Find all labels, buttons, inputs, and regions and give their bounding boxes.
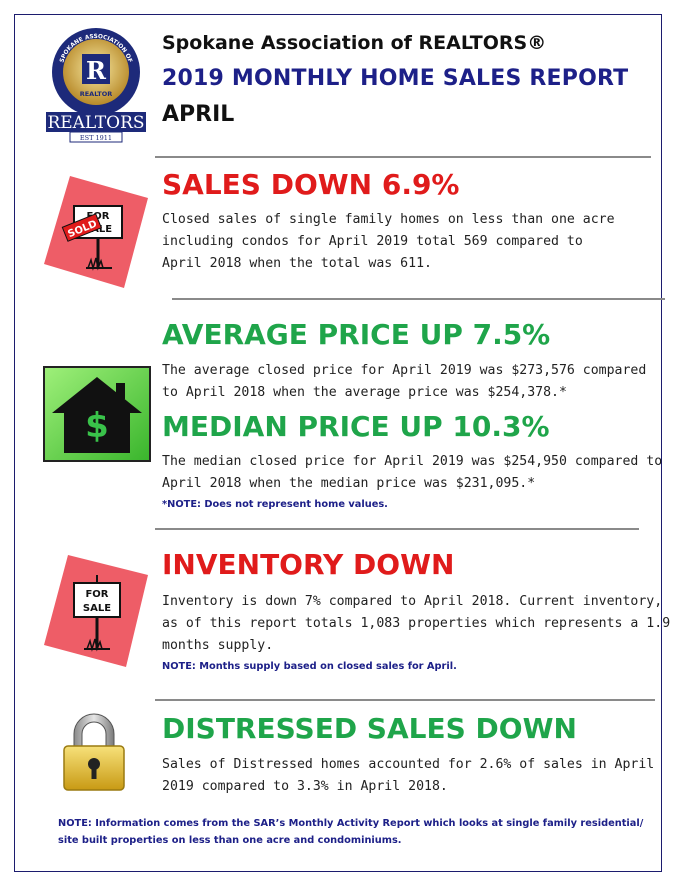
report-title: 2019 MONTHLY HOME SALES REPORT xyxy=(162,66,629,91)
logo-wordmark: REALTORS xyxy=(47,113,144,133)
realtors-logo: R REALTOR SPOKANE ASSOCIATION OF REALTOR… xyxy=(44,26,152,148)
report-month: APRIL xyxy=(162,102,235,127)
footer-note-line-2: site built properties on less than one a… xyxy=(58,835,402,846)
for-sale-sign-icon: FOR SALE xyxy=(38,551,154,669)
median-note: *NOTE: Does not represent home values. xyxy=(162,499,388,510)
page-border xyxy=(14,14,662,872)
average-text-line-2: to April 2018 when the average price was… xyxy=(162,385,567,400)
padlock-icon xyxy=(58,712,130,794)
logo-badge-text: REALTOR xyxy=(80,90,113,98)
median-text-line-2: April 2018 when the median price was $23… xyxy=(162,476,536,491)
divider-1 xyxy=(155,156,651,158)
sales-text-line-2: including condos for April 2019 total 56… xyxy=(162,234,583,249)
logo-est: EST 1911 xyxy=(80,134,112,142)
logo-letter: R xyxy=(86,56,107,85)
footer-note-line-1: NOTE: Information comes from the SAR’s M… xyxy=(58,818,644,829)
inventory-title: INVENTORY DOWN xyxy=(162,548,455,581)
sign-mid-text: SALE xyxy=(83,603,111,614)
inventory-text-line-3: months supply. xyxy=(162,638,274,653)
inventory-text-line-2: as of this report totals 1,083 propertie… xyxy=(162,616,671,631)
sales-text-line-3: April 2018 when the total was 611. xyxy=(162,256,432,271)
realtors-logo-graphic: R REALTOR SPOKANE ASSOCIATION OF REALTOR… xyxy=(46,28,146,143)
association-name: Spokane Association of REALTORS® xyxy=(162,32,547,54)
sales-text-line-1: Closed sales of single family homes on l… xyxy=(162,212,615,227)
average-text-line-1: The average closed price for April 2019 … xyxy=(162,363,647,378)
sales-title: SALES DOWN 6.9% xyxy=(162,168,460,201)
distressed-text-line-2: 2019 compared to 3.3% in April 2018. xyxy=(162,779,448,794)
sign-top-text: FOR xyxy=(85,589,108,600)
inventory-note: NOTE: Months supply based on closed sale… xyxy=(162,661,457,672)
divider-4 xyxy=(155,699,655,701)
distressed-text-line-1: Sales of Distressed homes accounted for … xyxy=(162,757,655,772)
median-price-title: MEDIAN PRICE UP 10.3% xyxy=(162,410,550,443)
house-dollar-icon: $ xyxy=(42,365,154,465)
inventory-text-line-1: Inventory is down 7% compared to April 2… xyxy=(162,594,663,609)
distressed-title: DISTRESSED SALES DOWN xyxy=(162,712,577,745)
divider-2 xyxy=(172,298,665,300)
for-sale-sold-sign-icon: FOR SALE SOLD xyxy=(38,172,154,290)
sign-top-text: FOR xyxy=(86,211,109,222)
dollar-glyph: $ xyxy=(85,406,109,446)
divider-3 xyxy=(155,528,639,530)
footer-note: NOTE: Information comes from the SAR’s M… xyxy=(58,815,643,849)
median-text-line-1: The median closed price for April 2019 w… xyxy=(162,454,663,469)
average-price-title: AVERAGE PRICE UP 7.5% xyxy=(162,318,551,351)
